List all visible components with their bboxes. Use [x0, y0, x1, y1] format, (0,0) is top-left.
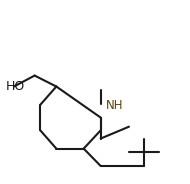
Text: NH: NH — [106, 99, 124, 112]
Text: HO: HO — [5, 80, 25, 93]
